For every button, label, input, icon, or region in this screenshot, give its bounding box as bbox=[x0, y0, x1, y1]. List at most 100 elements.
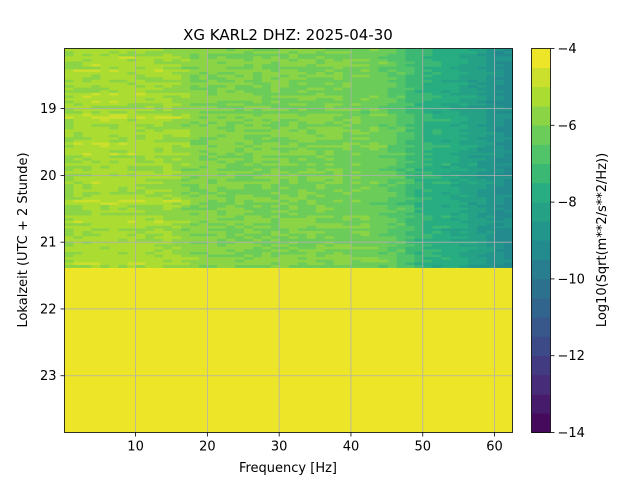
heatmap-cell bbox=[217, 113, 227, 117]
y-tick-label: 19 bbox=[40, 102, 57, 117]
heatmap-cell bbox=[504, 212, 513, 216]
heatmap-cell bbox=[315, 225, 326, 229]
heatmap-cell bbox=[459, 204, 469, 208]
heatmap-cell bbox=[369, 108, 379, 112]
heatmap-cell bbox=[226, 244, 236, 248]
heatmap-cell bbox=[261, 134, 272, 138]
heatmap-cell bbox=[378, 139, 388, 143]
heatmap-cell bbox=[217, 124, 227, 128]
heatmap-cell bbox=[64, 105, 74, 109]
heatmap-cell bbox=[306, 103, 317, 107]
heatmap-cell bbox=[163, 137, 173, 141]
heatmap-cell bbox=[163, 215, 173, 219]
heatmap-cell bbox=[145, 105, 155, 109]
heatmap-cell bbox=[297, 158, 308, 162]
heatmap-cell bbox=[243, 202, 254, 206]
heatmap-cell bbox=[109, 194, 119, 198]
heatmap-cell bbox=[235, 142, 245, 146]
heatmap-cell bbox=[387, 210, 397, 214]
heatmap-cell bbox=[378, 51, 388, 55]
heatmap-cell bbox=[217, 194, 227, 198]
heatmap-cell bbox=[252, 69, 263, 73]
heatmap-cell bbox=[468, 264, 478, 268]
heatmap-cell bbox=[163, 197, 173, 201]
heatmap-cell bbox=[495, 147, 505, 151]
heatmap-cell bbox=[369, 231, 379, 235]
heatmap-cell bbox=[387, 103, 397, 107]
heatmap-cell bbox=[369, 254, 379, 258]
heatmap-cell bbox=[154, 254, 164, 258]
heatmap-cell bbox=[333, 69, 344, 73]
heatmap-cell bbox=[468, 95, 478, 99]
heatmap-cell bbox=[351, 220, 362, 224]
heatmap-cell bbox=[315, 111, 326, 115]
heatmap-cell bbox=[477, 129, 487, 133]
heatmap-cell bbox=[270, 165, 281, 169]
heatmap-cell bbox=[118, 134, 128, 138]
heatmap-cell bbox=[504, 66, 513, 70]
heatmap-cell bbox=[109, 197, 119, 201]
heatmap-cell bbox=[450, 257, 460, 261]
heatmap-cell bbox=[154, 48, 164, 52]
heatmap-cell bbox=[297, 121, 308, 125]
heatmap-cell bbox=[73, 139, 83, 143]
x-tick-label: 60 bbox=[486, 440, 503, 455]
heatmap-cell bbox=[315, 257, 326, 261]
heatmap-cell bbox=[396, 61, 406, 65]
heatmap-cell bbox=[118, 58, 128, 62]
heatmap-cell bbox=[504, 58, 513, 62]
heatmap-cell bbox=[252, 218, 263, 222]
heatmap-cell bbox=[315, 64, 326, 68]
heatmap-cell bbox=[145, 223, 155, 227]
heatmap-cell bbox=[64, 264, 74, 268]
heatmap-cell bbox=[351, 236, 362, 240]
heatmap-cell bbox=[360, 218, 371, 222]
heatmap-cell bbox=[172, 105, 182, 109]
heatmap-cell bbox=[217, 137, 227, 141]
heatmap-cell bbox=[369, 207, 379, 211]
heatmap-cell bbox=[306, 69, 317, 73]
heatmap-cell bbox=[100, 113, 110, 117]
heatmap-cell bbox=[459, 74, 469, 78]
heatmap-cell bbox=[145, 236, 155, 240]
heatmap-cell bbox=[154, 236, 164, 240]
heatmap-cell bbox=[270, 113, 281, 117]
heatmap-cell bbox=[342, 171, 353, 175]
heatmap-cell bbox=[432, 223, 442, 227]
chart-title: XG KARL2 DHZ: 2025-04-30 bbox=[183, 26, 393, 44]
heatmap-cell bbox=[324, 197, 335, 201]
heatmap-cell bbox=[324, 218, 335, 222]
heatmap-cell bbox=[324, 113, 335, 117]
colorbar-level bbox=[531, 355, 551, 376]
heatmap-cell bbox=[486, 236, 496, 240]
heatmap-cell bbox=[181, 241, 191, 245]
heatmap-cell bbox=[91, 79, 101, 83]
heatmap-cell bbox=[145, 85, 155, 89]
heatmap-cell bbox=[118, 111, 128, 115]
heatmap-cell bbox=[64, 191, 74, 195]
heatmap-cell bbox=[154, 207, 164, 211]
heatmap-cell bbox=[100, 176, 110, 180]
heatmap-cell bbox=[297, 137, 308, 141]
heatmap-cell bbox=[459, 202, 469, 206]
heatmap-cell bbox=[351, 111, 362, 115]
heatmap-cell bbox=[396, 186, 406, 190]
heatmap-cell bbox=[73, 189, 83, 193]
heatmap-cell bbox=[378, 236, 388, 240]
heatmap-cell bbox=[423, 160, 433, 164]
heatmap-cell bbox=[208, 56, 218, 60]
heatmap-cell bbox=[73, 90, 83, 94]
heatmap-cell bbox=[486, 186, 496, 190]
heatmap-cell bbox=[172, 129, 182, 133]
heatmap-cell bbox=[252, 51, 263, 55]
heatmap-cell bbox=[432, 48, 442, 52]
heatmap-cell bbox=[405, 238, 415, 242]
heatmap-cell bbox=[100, 129, 110, 133]
heatmap-cell bbox=[459, 249, 469, 253]
heatmap-cell bbox=[163, 238, 173, 242]
heatmap-cell bbox=[109, 165, 119, 169]
heatmap-cell bbox=[495, 111, 505, 115]
heatmap-cell bbox=[477, 176, 487, 180]
heatmap-cell bbox=[172, 137, 182, 141]
heatmap-cell bbox=[199, 197, 209, 201]
